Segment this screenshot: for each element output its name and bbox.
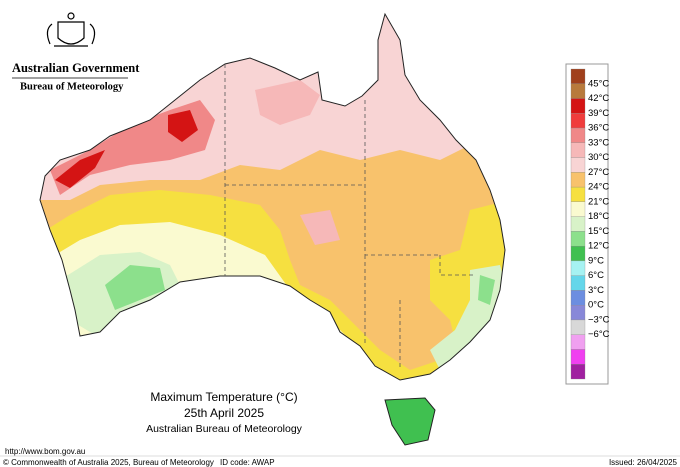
- legend-label: 45°C: [588, 78, 609, 89]
- legend-swatch: [570, 157, 586, 173]
- tasmania: [384, 397, 436, 446]
- legend-swatch: [570, 68, 586, 84]
- legend-swatch: [570, 245, 586, 262]
- legend-label: 30°C: [588, 152, 609, 163]
- legend-label: −6°C: [588, 329, 610, 340]
- map-source: Australian Bureau of Meteorology: [146, 423, 303, 435]
- legend-label: 3°C: [588, 285, 604, 296]
- legend-label: 0°C: [588, 300, 604, 311]
- legend-swatch: [570, 275, 586, 291]
- footer-issued: Issued: 26/04/2025: [609, 458, 678, 467]
- legend-swatch: [570, 142, 586, 158]
- legend-swatch: [570, 260, 586, 276]
- legend: 45°C 42°C 39°C 36°C 33°C 30°C 27°C 24°C 21°C 18°C…: [570, 68, 610, 380]
- legend-label: 27°C: [588, 167, 609, 178]
- legend-swatch: [570, 319, 586, 335]
- map-title: Maximum Temperature (°C): [150, 390, 297, 404]
- state-borders: [224, 64, 475, 370]
- agency-name: Bureau of Meteorology: [20, 81, 124, 92]
- footer-copyright: © Commonwealth of Australia 2025, Bureau…: [3, 458, 214, 467]
- legend-label: 36°C: [588, 123, 609, 134]
- legend-swatch: [570, 349, 586, 365]
- legend-label: 12°C: [588, 241, 609, 252]
- legend-label: −3°C: [588, 314, 610, 325]
- footer-url: http://www.bom.gov.au: [5, 447, 85, 456]
- legend-swatch: [570, 201, 586, 217]
- legend-label: 9°C: [588, 255, 604, 266]
- legend-label: 15°C: [588, 226, 609, 237]
- legend-swatch: [570, 334, 586, 350]
- legend-label: 33°C: [588, 137, 609, 148]
- legend-swatch: [570, 172, 586, 188]
- coastline: [39, 12, 506, 381]
- legend-swatch: [570, 83, 586, 99]
- legend-label: 18°C: [588, 211, 609, 222]
- map-date: 25th April 2025: [184, 406, 264, 420]
- legend-label: 6°C: [588, 270, 604, 281]
- legend-swatch: [570, 113, 586, 129]
- legend-label: 24°C: [588, 182, 609, 193]
- legend-swatch: [570, 364, 586, 380]
- crest: [46, 12, 96, 47]
- legend-swatch: [570, 186, 586, 203]
- legend-swatch: [570, 127, 586, 143]
- footer-id: ID code: AWAP: [220, 458, 275, 467]
- legend-swatch: [570, 98, 586, 114]
- legend-label: 21°C: [588, 196, 609, 207]
- legend-label: 39°C: [588, 108, 609, 119]
- legend-swatch: [570, 231, 586, 247]
- legend-swatch: [570, 305, 586, 321]
- legend-swatch: [570, 290, 586, 306]
- legend-label: 42°C: [588, 93, 609, 104]
- legend-swatch: [570, 216, 586, 232]
- government-name: Australian Government: [12, 61, 140, 75]
